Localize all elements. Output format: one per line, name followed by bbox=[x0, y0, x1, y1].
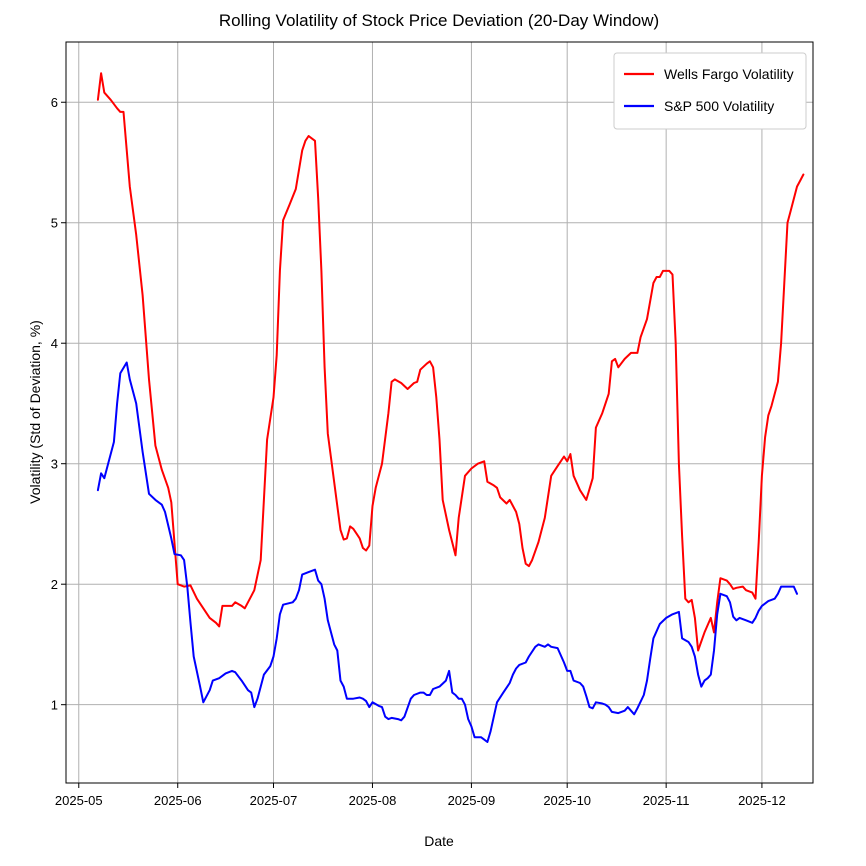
x-tick-label: 2025-07 bbox=[250, 793, 298, 808]
y-axis: 1 2 3 4 5 6 bbox=[51, 95, 66, 713]
legend-label-wells-fargo: Wells Fargo Volatility bbox=[664, 66, 794, 82]
plot-frame bbox=[65, 41, 814, 784]
x-tick-label: 2025-08 bbox=[349, 793, 397, 808]
series-line-sp500 bbox=[96, 361, 798, 743]
grid bbox=[66, 42, 813, 783]
legend: Wells Fargo Volatility S&P 500 Volatilit… bbox=[613, 52, 807, 130]
y-axis-label: Volatility (Std of Deviation, %) bbox=[27, 320, 43, 504]
x-tick-label: 2025-11 bbox=[643, 793, 690, 808]
y-tick-label: 4 bbox=[51, 336, 58, 351]
legend-box bbox=[613, 52, 807, 130]
x-axis-label: Date bbox=[424, 833, 454, 849]
chart-title: Rolling Volatility of Stock Price Deviat… bbox=[219, 11, 659, 30]
y-tick-label: 6 bbox=[51, 95, 58, 110]
series-line-wells-fargo bbox=[96, 72, 805, 652]
legend-label-sp500: S&P 500 Volatility bbox=[664, 98, 774, 114]
x-tick-label: 2025-06 bbox=[154, 793, 202, 808]
x-tick-label: 2025-12 bbox=[738, 793, 786, 808]
y-tick-label: 1 bbox=[51, 698, 58, 713]
x-tick-label: 2025-05 bbox=[55, 793, 103, 808]
x-axis: 2025-05 2025-06 2025-07 2025-08 2025-09 2025-… bbox=[55, 783, 786, 808]
y-tick-label: 2 bbox=[51, 577, 58, 592]
series-layer bbox=[96, 72, 805, 743]
y-tick-label: 3 bbox=[51, 457, 58, 472]
x-tick-label: 2025-09 bbox=[448, 793, 496, 808]
x-tick-label: 2025-10 bbox=[543, 793, 591, 808]
y-tick-label: 5 bbox=[51, 216, 58, 231]
